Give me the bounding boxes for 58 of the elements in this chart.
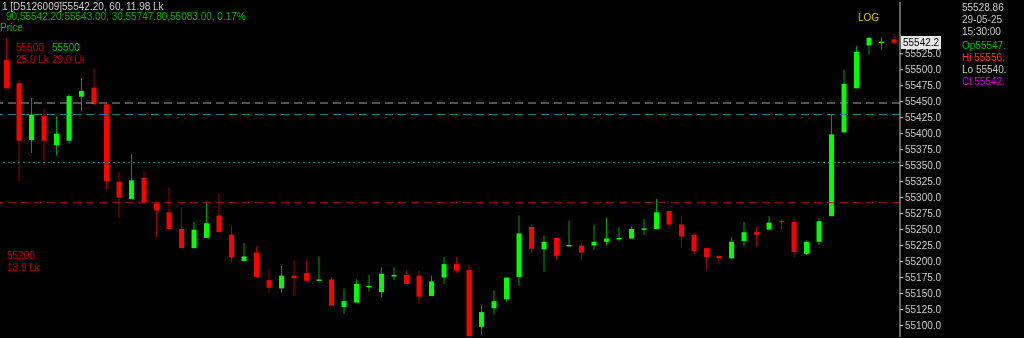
candlestick [204,200,209,239]
candlestick [304,259,309,282]
y-tick-label: 55325.0 [905,176,942,188]
y-tick-label: 55500.0 [905,64,942,76]
text: Hi 55556. [962,52,1005,64]
text: 90,55542.20:55543.00, 30,55747.80,55083.00, 0.17% [6,11,246,22]
y-tick-label: 55525.0 [905,48,942,60]
annotation: Price [0,22,23,34]
candlestick [129,153,134,200]
candlestick [479,305,484,335]
text: Op55547. [962,40,1006,52]
candlestick [229,225,234,263]
y-tick-label: 55450.0 [905,96,942,108]
candlestick [654,198,659,230]
y-tick-label: 55100.0 [905,320,942,332]
candlestick [241,242,247,262]
candlestick [504,277,509,303]
text: Cl 55542. [962,76,1005,88]
text: 15:30:00 [962,26,1001,38]
annotation: 25.0 Lk [16,54,49,66]
y-tick-label: 55150.0 [905,288,942,300]
y-tick-label: 55200.0 [905,256,942,268]
y-tick-label: 55225.0 [905,240,942,252]
y-tick-label: 55125.0 [905,304,942,316]
candlestick [679,215,684,249]
candlestick [529,223,534,254]
annotation: 13.9 Lk [7,262,40,274]
y-tick-label: 55300.0 [905,192,942,204]
candlestick [179,206,184,249]
y-tick-label: 55475.0 [905,80,942,92]
candlestick [79,77,84,112]
candlestick [279,265,284,294]
candlestick [316,255,322,281]
y-tick-label: 55175.0 [905,272,942,284]
annotation: 55500 [52,42,80,54]
candlestick [54,115,59,156]
annotation: 55500 [16,42,44,54]
annotation: 55200 [7,250,35,262]
y-tick-label: 55400.0 [905,128,942,140]
text: 55528.86 [962,2,1004,14]
annotation: LOG [858,12,880,24]
text: 29-05-25 [962,14,1003,26]
y-tick-label: 55275.0 [905,208,942,220]
y-tick-label: 55375.0 [905,144,942,156]
y-tick-label: 55425.0 [905,112,942,124]
candlestick [154,200,159,238]
candlestick [891,33,897,45]
text: Lo 55540. [962,64,1007,76]
annotation: 55542.2 [901,35,942,49]
candlestick [641,218,647,236]
candlestick [754,226,759,248]
y-tick-label: 55350.0 [905,160,942,172]
chart-title: 1 [D5126009]55542.20, 60, 11.98 Lk [2,1,164,12]
candlestick [704,247,709,270]
candlestick [379,266,384,298]
y-tick-label: 55250.0 [905,224,942,236]
candlestick [604,217,609,247]
annotation: 29.0 Lk [52,54,85,66]
